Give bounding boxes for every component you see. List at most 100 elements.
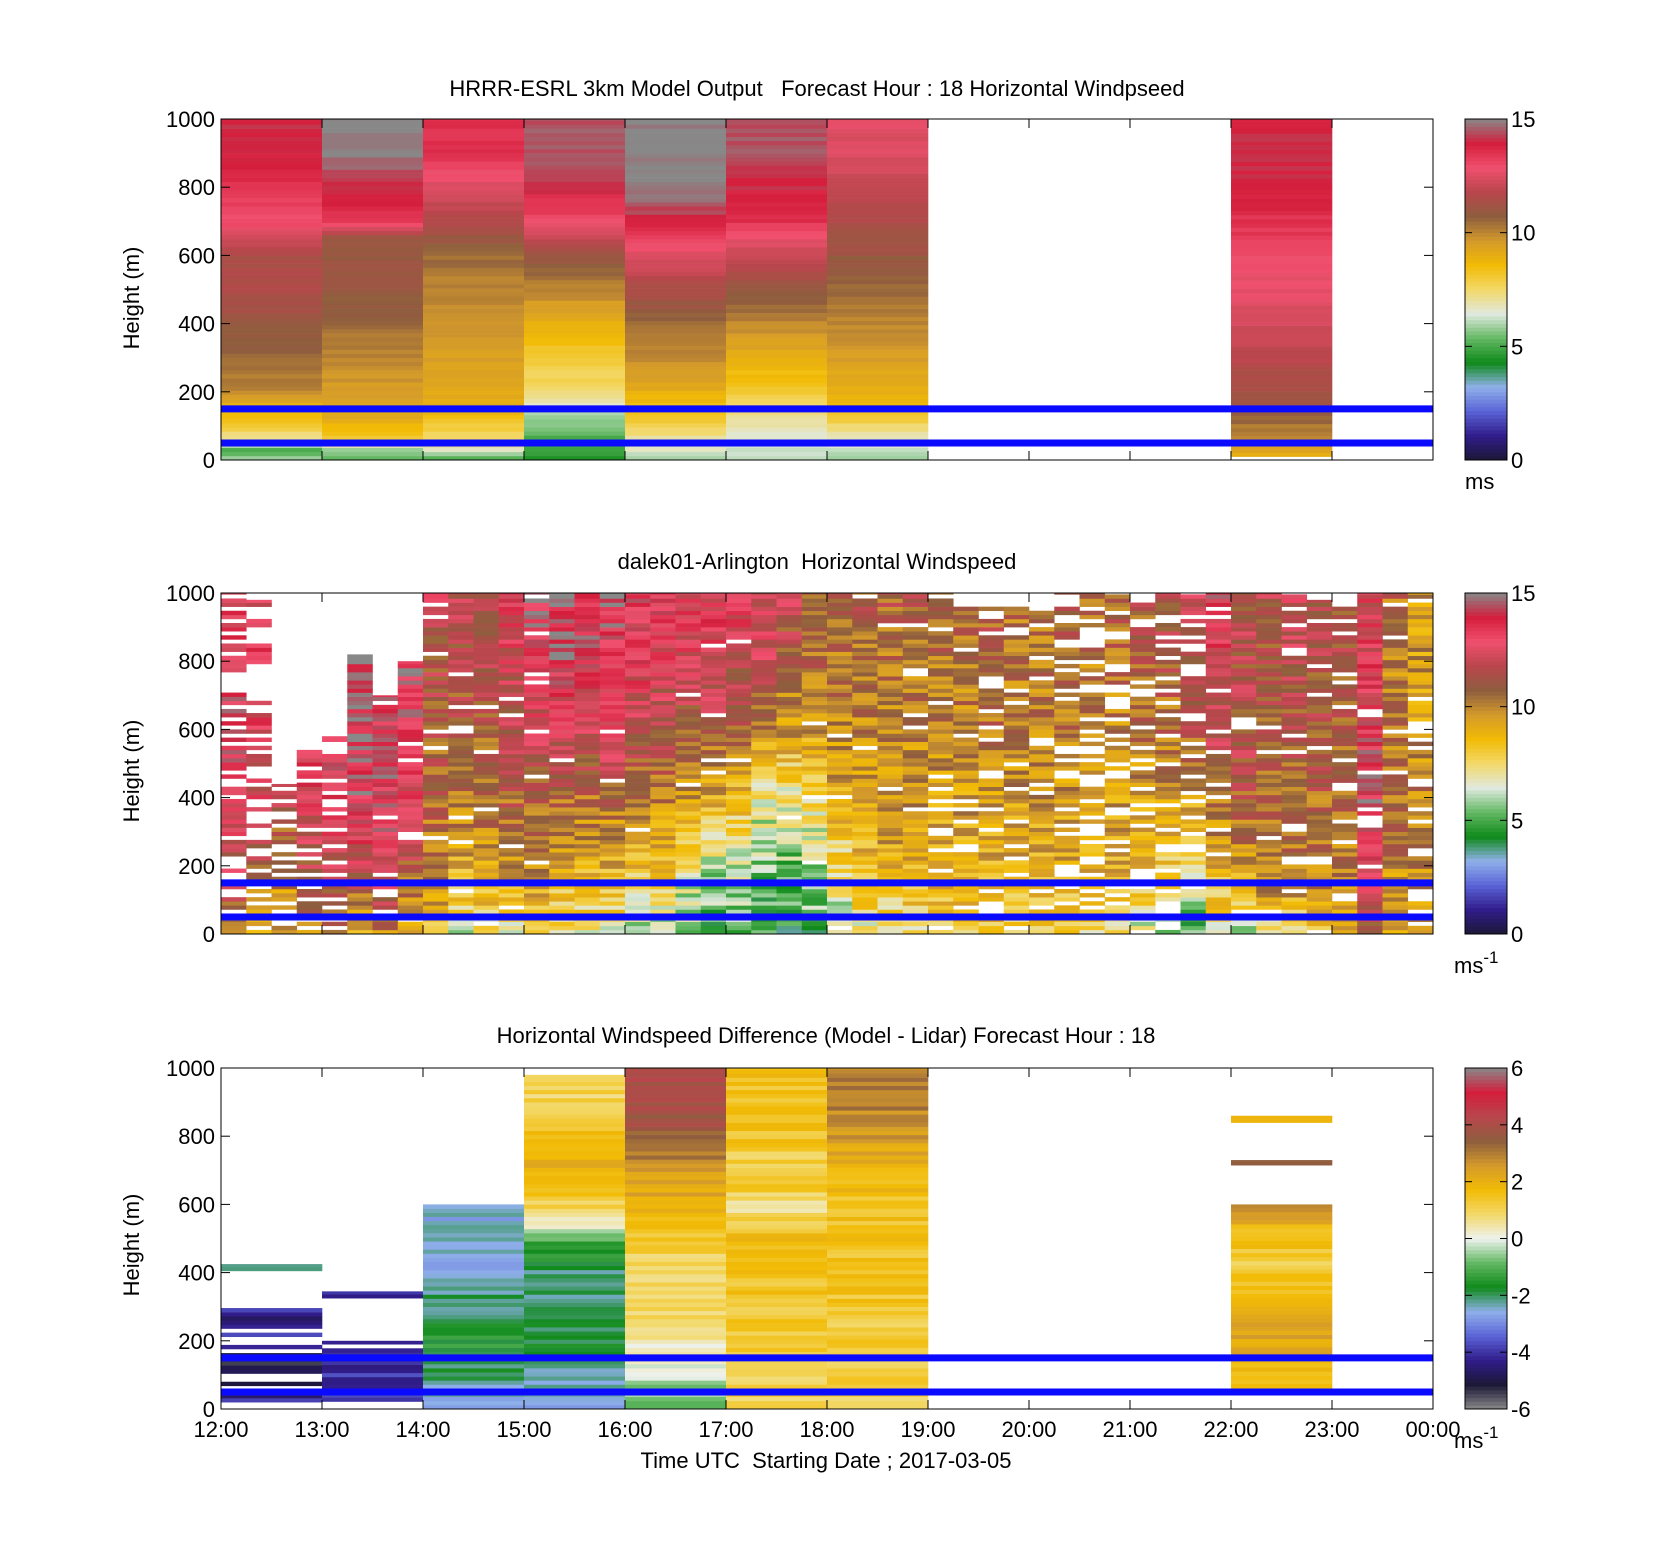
heatmap-cell [271, 925, 298, 931]
heatmap-cell [322, 173, 424, 178]
heatmap-cell [827, 1269, 929, 1275]
heatmap-cell [827, 398, 929, 404]
heatmap-cell [1231, 297, 1333, 302]
heatmap-cell [1231, 186, 1333, 191]
heatmap-cell [776, 753, 803, 759]
heatmap-cell [423, 909, 449, 914]
heatmap-cell [1231, 1240, 1333, 1245]
colorbar-band [1465, 187, 1507, 192]
heatmap-cell [1180, 839, 1207, 845]
heatmap-cell [776, 733, 803, 738]
heatmap-cell [524, 1294, 626, 1299]
heatmap-cell [1205, 721, 1232, 726]
heatmap-cell [347, 843, 373, 849]
heatmap-cell [1155, 852, 1181, 857]
heatmap-cell [726, 663, 752, 669]
colorbar-band [1465, 228, 1507, 234]
heatmap-cell [751, 692, 777, 697]
heatmap-cell [1130, 753, 1156, 759]
heatmap-cell [1104, 925, 1131, 931]
heatmap-cell [1231, 1261, 1333, 1266]
heatmap-cell [1180, 602, 1207, 607]
heatmap-cell [1180, 897, 1207, 902]
heatmap-cell [1231, 346, 1333, 351]
heatmap-cell [877, 741, 904, 747]
colorbar-band [1465, 850, 1507, 855]
heatmap-cell [776, 668, 803, 673]
heatmap-cell [700, 827, 727, 832]
heatmap-cell [827, 333, 929, 338]
heatmap-cell [801, 909, 828, 914]
heatmap-cell [322, 815, 348, 820]
heatmap-cell [726, 1376, 828, 1381]
heatmap-cell [524, 198, 626, 203]
heatmap-cell [423, 247, 525, 252]
heatmap-cell [221, 901, 247, 906]
heatmap-cell [1332, 925, 1358, 931]
heatmap-cell [953, 876, 979, 882]
heatmap-cell [625, 136, 727, 142]
heatmap-cell [625, 447, 727, 453]
heatmap-cell [1332, 610, 1358, 616]
heatmap-cell [524, 602, 550, 607]
heatmap-cell [827, 631, 853, 636]
heatmap-cell [625, 1102, 727, 1107]
heatmap-cell [827, 279, 929, 285]
heatmap-cell [726, 1249, 828, 1254]
heatmap-cell [423, 668, 449, 673]
heatmap-cell [1357, 827, 1383, 832]
heatmap-cell [827, 651, 853, 657]
heatmap-cell [524, 1077, 626, 1082]
heatmap-cell [1281, 839, 1308, 845]
heatmap-cell [448, 852, 474, 857]
colorbar-band [1465, 209, 1507, 215]
heatmap-cell [221, 288, 323, 293]
heatmap-cell [1180, 688, 1207, 693]
panel-diff-unit-base: ms [1454, 1428, 1483, 1453]
heatmap-cell [599, 839, 626, 845]
heatmap-cell [1231, 1273, 1333, 1278]
heatmap-cell [524, 222, 626, 228]
heatmap-cell [524, 700, 550, 706]
heatmap-cell [1205, 598, 1232, 603]
heatmap-cell [524, 357, 626, 363]
heatmap-cell [423, 120, 525, 125]
heatmap-cell [423, 153, 525, 158]
heatmap-cell [726, 594, 752, 599]
heatmap-cell [397, 700, 424, 706]
heatmap-cell [1332, 713, 1358, 718]
heatmap-cell [625, 427, 727, 432]
heatmap-cell [776, 893, 803, 898]
heatmap-cell [473, 778, 500, 783]
heatmap-cell [928, 725, 954, 730]
heatmap-cell [1231, 391, 1333, 396]
heatmap-cell [1003, 893, 1030, 898]
heatmap-cell [448, 929, 474, 935]
heatmap-cell [877, 700, 904, 706]
heatmap-cell [827, 729, 853, 734]
heatmap-cell [902, 774, 929, 779]
heatmap-cell [1256, 872, 1282, 878]
heatmap-cell [221, 762, 247, 767]
heatmap-cell [246, 839, 272, 845]
heatmap-cell [1003, 848, 1030, 853]
heatmap-cell [423, 1396, 525, 1402]
colorbar-band [1465, 1272, 1507, 1277]
heatmap-cell [625, 1302, 727, 1307]
heatmap-cell [1281, 684, 1308, 689]
heatmap-cell [902, 627, 929, 632]
heatmap-cell [827, 1143, 929, 1148]
heatmap-cell [902, 827, 929, 832]
heatmap-cell [1029, 610, 1055, 616]
heatmap-cell [322, 161, 424, 166]
heatmap-cell [1407, 704, 1434, 710]
heatmap-cell [347, 901, 373, 906]
heatmap-cell [928, 741, 954, 747]
heatmap-cell [650, 884, 676, 890]
heatmap-cell [726, 120, 828, 125]
heatmap-cell [1332, 905, 1358, 910]
heatmap-cell [498, 872, 525, 878]
heatmap-cell [650, 790, 676, 796]
panel-lidar-unit-base: ms [1454, 953, 1483, 978]
heatmap-cell [726, 876, 752, 882]
